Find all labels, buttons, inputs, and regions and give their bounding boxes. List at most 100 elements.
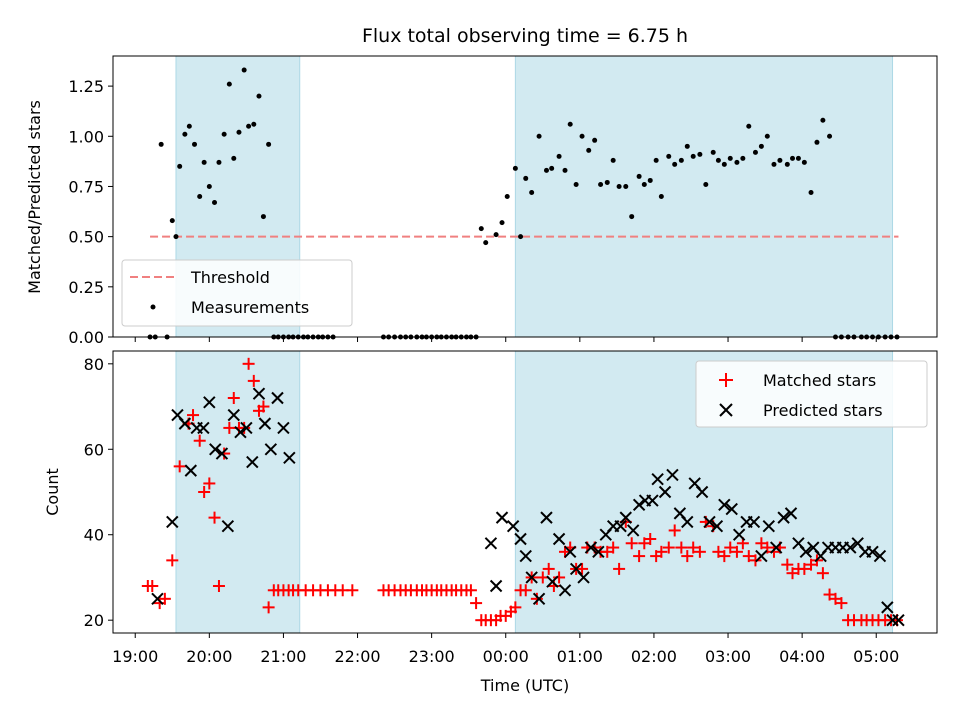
predicted-star-point: [769, 541, 783, 554]
measurement-point: [236, 129, 242, 135]
predicted-star-point: [866, 545, 879, 559]
measurement-point: [251, 121, 257, 127]
x-tick-label: 01:00: [557, 647, 603, 666]
predicted-star-point: [252, 387, 266, 400]
matched-star-point: [625, 537, 638, 550]
legend-matched-swatch: [719, 373, 733, 387]
measurement-point: [212, 200, 218, 206]
predicted-star-point: [784, 507, 798, 520]
x-tick-label: 03:00: [705, 647, 751, 666]
measurement-point: [518, 234, 524, 240]
measurement-point: [241, 67, 247, 73]
matched-star-point: [693, 545, 706, 558]
measurement-point: [666, 153, 672, 159]
x-tick-label: 19:00: [112, 647, 158, 666]
measurement-point: [764, 133, 770, 139]
y-tick-label: 40: [84, 526, 104, 545]
measurement-point: [715, 157, 721, 163]
measurement-point: [567, 121, 573, 127]
predicted-star-point: [234, 425, 247, 439]
legend-predicted-swatch: [719, 403, 733, 417]
top-y-axis-label: Matched/Predicted stars: [25, 100, 44, 294]
matched-star-point: [718, 550, 731, 563]
matched-star-point: [530, 592, 543, 605]
matched-star-point: [193, 434, 206, 447]
predicted-star-point: [558, 584, 572, 597]
matched-star-point: [158, 592, 171, 605]
matched-star-point: [576, 562, 589, 575]
predicted-star-point: [514, 532, 527, 546]
measurement-point: [641, 181, 647, 187]
matched-star-point: [742, 550, 755, 563]
predicted-star-point: [283, 451, 296, 465]
predicted-star-point: [484, 537, 498, 550]
matched-star-point: [724, 541, 737, 554]
measurement-point: [182, 131, 188, 137]
chart-title: Flux total observing time = 6.75 h: [362, 25, 688, 47]
predicted-star-point: [178, 417, 192, 430]
measurement-point: [703, 181, 709, 187]
y-tick-label: 0.50: [68, 228, 104, 247]
predicted-star-point: [619, 511, 632, 524]
measurement-point: [814, 139, 820, 145]
predicted-star-point: [240, 421, 253, 435]
matched-star-point: [644, 533, 657, 545]
matched-star-point: [247, 374, 260, 387]
predicted-star-point: [646, 494, 659, 507]
predicted-star-point: [718, 498, 731, 512]
predicted-star-point: [725, 502, 738, 516]
measurement-point: [604, 179, 610, 185]
observing-interval: [514, 55, 894, 338]
legend-matched-label: Matched stars: [763, 371, 876, 390]
predicted-star-point: [552, 532, 566, 546]
measurement-point: [493, 232, 499, 238]
predicted-star-point: [651, 472, 664, 486]
predicted-star-point: [592, 545, 605, 559]
top-legend-box: [121, 259, 353, 327]
measurement-point: [616, 183, 622, 189]
measurement-point: [246, 123, 252, 129]
measurement-point: [579, 133, 585, 139]
measurement-point: [536, 133, 542, 139]
predicted-star-point: [632, 498, 646, 512]
measurement-point: [523, 175, 529, 181]
measurement-point: [592, 137, 598, 143]
measurement-point: [529, 189, 535, 195]
predicted-star-point: [732, 528, 746, 541]
y-tick-label: 60: [84, 440, 104, 459]
measurement-point: [504, 194, 510, 199]
x-tick-label: 20:00: [186, 647, 232, 666]
predicted-star-point: [666, 468, 679, 482]
measurement-point: [678, 157, 684, 163]
matched-star-point: [464, 584, 477, 597]
predicted-star-point: [563, 545, 577, 559]
matched-star-point: [227, 392, 240, 404]
measurement-point: [478, 226, 484, 232]
matched-star-point: [687, 541, 700, 554]
predicted-star-point: [844, 541, 857, 554]
x-tick-label: 23:00: [409, 647, 455, 666]
predicted-star-point: [584, 541, 598, 554]
measurement-point: [512, 165, 518, 171]
predicted-star-point: [221, 519, 235, 533]
measurement-point: [636, 173, 642, 179]
legend-predicted-label: Predicted stars: [763, 401, 883, 420]
measurement-point: [201, 159, 207, 165]
matched-star-point: [662, 541, 675, 554]
measurement-point: [158, 141, 164, 147]
predicted-star-point: [710, 519, 724, 533]
predicted-star-point: [546, 575, 559, 588]
measurement-point: [771, 161, 777, 167]
matched-star-point: [655, 545, 668, 558]
measurement-point: [658, 194, 664, 199]
measurement-point: [777, 157, 783, 163]
matched-star-point: [166, 554, 179, 567]
matched-star-point: [173, 460, 186, 473]
measurement-point: [610, 157, 616, 163]
y-tick-label: 1.00: [68, 127, 104, 146]
measurement-point: [169, 218, 175, 224]
predicted-star-point: [777, 511, 790, 524]
matched-star-point: [835, 597, 848, 610]
matched-star-point: [749, 554, 762, 567]
predicted-star-point: [755, 549, 768, 563]
